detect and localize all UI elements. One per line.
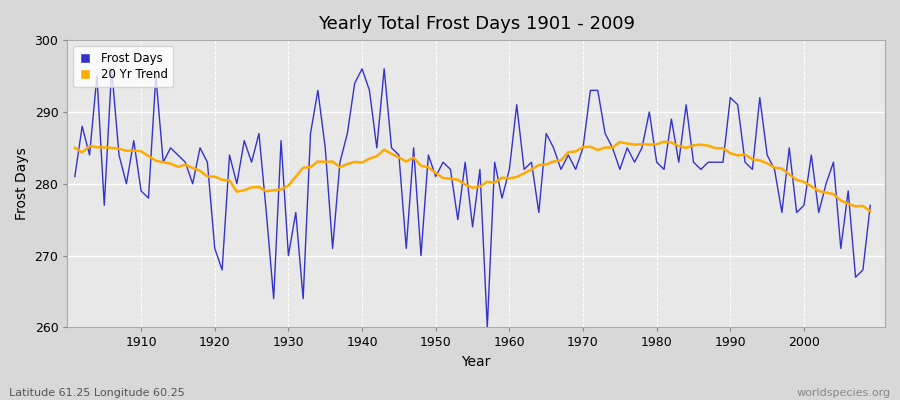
Text: worldspecies.org: worldspecies.org — [796, 388, 891, 398]
Frost Days — [342, 131, 353, 136]
Text: Latitude 61.25 Longitude 60.25: Latitude 61.25 Longitude 60.25 — [9, 388, 184, 398]
20 Yr Trend — [69, 146, 80, 150]
Frost Days — [511, 102, 522, 107]
Frost Days — [106, 66, 117, 71]
Frost Days — [482, 325, 492, 330]
20 Yr Trend — [335, 165, 346, 170]
20 Yr Trend — [659, 139, 670, 144]
Frost Days — [865, 203, 876, 208]
20 Yr Trend — [129, 148, 140, 153]
Frost Days — [608, 146, 618, 150]
Line: 20 Yr Trend: 20 Yr Trend — [75, 142, 870, 211]
Frost Days — [518, 167, 529, 172]
Frost Days — [69, 174, 80, 179]
Frost Days — [136, 188, 147, 193]
Title: Yearly Total Frost Days 1901 - 2009: Yearly Total Frost Days 1901 - 2009 — [318, 15, 634, 33]
20 Yr Trend — [504, 176, 515, 181]
Line: Frost Days: Frost Days — [75, 69, 870, 328]
20 Yr Trend — [592, 148, 603, 152]
20 Yr Trend — [497, 175, 508, 180]
X-axis label: Year: Year — [462, 355, 490, 369]
20 Yr Trend — [865, 209, 876, 214]
20 Yr Trend — [291, 174, 302, 179]
Frost Days — [298, 296, 309, 301]
Legend: Frost Days, 20 Yr Trend: Frost Days, 20 Yr Trend — [74, 46, 174, 87]
Y-axis label: Frost Days: Frost Days — [15, 147, 29, 220]
